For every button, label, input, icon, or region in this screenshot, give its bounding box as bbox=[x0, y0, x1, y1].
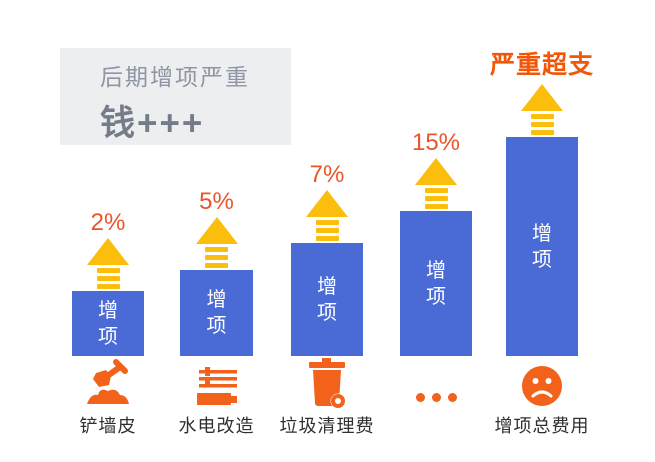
arrow-stripe bbox=[424, 204, 448, 209]
arrow-stripe bbox=[96, 284, 120, 289]
dot bbox=[431, 393, 441, 402]
sad-face-icon bbox=[520, 358, 564, 408]
arrow-head bbox=[306, 190, 348, 217]
dot bbox=[447, 393, 457, 402]
bar-column-4: 15% 增项 bbox=[400, 131, 472, 356]
up-arrow-icon bbox=[415, 158, 457, 209]
arrow-head bbox=[195, 217, 238, 244]
arrow-head bbox=[87, 238, 129, 265]
footer-label-pipes: 水电改造 bbox=[178, 416, 255, 436]
percent-label-2: 5% bbox=[199, 188, 234, 215]
arrow-stripe bbox=[205, 247, 228, 252]
footer-item-shovel: 铲墙皮 bbox=[72, 358, 144, 438]
footer-item-trash: 垃圾清理费 bbox=[280, 358, 374, 438]
arrow-head bbox=[521, 84, 563, 111]
arrow-stripe bbox=[315, 236, 339, 241]
bar-column-1: 2% 增项 bbox=[72, 211, 144, 356]
footer-item-pipes: 水电改造 bbox=[178, 358, 255, 438]
arrow-stripe bbox=[530, 114, 554, 119]
title-box: 后期增项严重 钱+++ bbox=[60, 48, 291, 145]
footer-label-shovel: 铲墙皮 bbox=[79, 416, 137, 436]
percent-label-3: 7% bbox=[309, 161, 345, 188]
dot bbox=[415, 393, 425, 402]
title-line1: 后期增项严重 bbox=[100, 64, 250, 90]
ellipsis-icon bbox=[415, 358, 457, 408]
bar-1: 增项 bbox=[72, 291, 144, 356]
pipes-icon bbox=[193, 358, 241, 408]
arrow-stripe bbox=[424, 196, 448, 201]
bar-column-5: 严重超支 增项 bbox=[490, 53, 593, 356]
title-line2: 钱+++ bbox=[100, 104, 205, 143]
arrow-stripe bbox=[315, 228, 339, 233]
footer-item-total: 增项总费用 bbox=[495, 358, 589, 438]
percent-label-1: 2% bbox=[90, 209, 126, 236]
arrow-stripe bbox=[96, 268, 120, 273]
bar-label-1: 增项 bbox=[98, 299, 118, 348]
bar-label-3: 增项 bbox=[317, 275, 337, 324]
up-arrow-icon bbox=[87, 238, 129, 289]
bar-5: 增项 bbox=[506, 137, 578, 356]
bar-2: 增项 bbox=[180, 270, 253, 356]
arrow-head bbox=[415, 158, 457, 185]
arrow-stripe bbox=[530, 122, 554, 127]
up-arrow-icon bbox=[306, 190, 348, 241]
overspend-label: 严重超支 bbox=[490, 51, 595, 79]
trash-icon bbox=[307, 358, 347, 408]
arrow-stripe bbox=[315, 220, 339, 225]
bar-label-5: 增项 bbox=[532, 222, 552, 271]
up-arrow-icon bbox=[195, 217, 238, 268]
bar-column-3: 7% 增项 bbox=[291, 163, 363, 356]
bar-label-2: 增项 bbox=[206, 289, 227, 337]
arrow-stripe bbox=[424, 188, 448, 193]
footer-label-trash: 垃圾清理费 bbox=[279, 416, 375, 436]
bar-3: 增项 bbox=[291, 243, 363, 356]
bar-label-4: 增项 bbox=[426, 259, 446, 308]
bar-column-2: 5% 增项 bbox=[180, 190, 253, 356]
footer-item-ellipsis bbox=[400, 358, 472, 412]
arrow-stripe bbox=[530, 130, 554, 135]
up-arrow-icon bbox=[521, 84, 563, 135]
arrow-stripe bbox=[205, 263, 228, 268]
arrow-stripe bbox=[96, 276, 120, 281]
percent-label-4: 15% bbox=[411, 129, 461, 156]
shovel-icon bbox=[84, 358, 132, 408]
footer-label-total: 增项总费用 bbox=[494, 416, 590, 436]
bar-4: 增项 bbox=[400, 211, 472, 356]
arrow-stripe bbox=[205, 255, 228, 260]
